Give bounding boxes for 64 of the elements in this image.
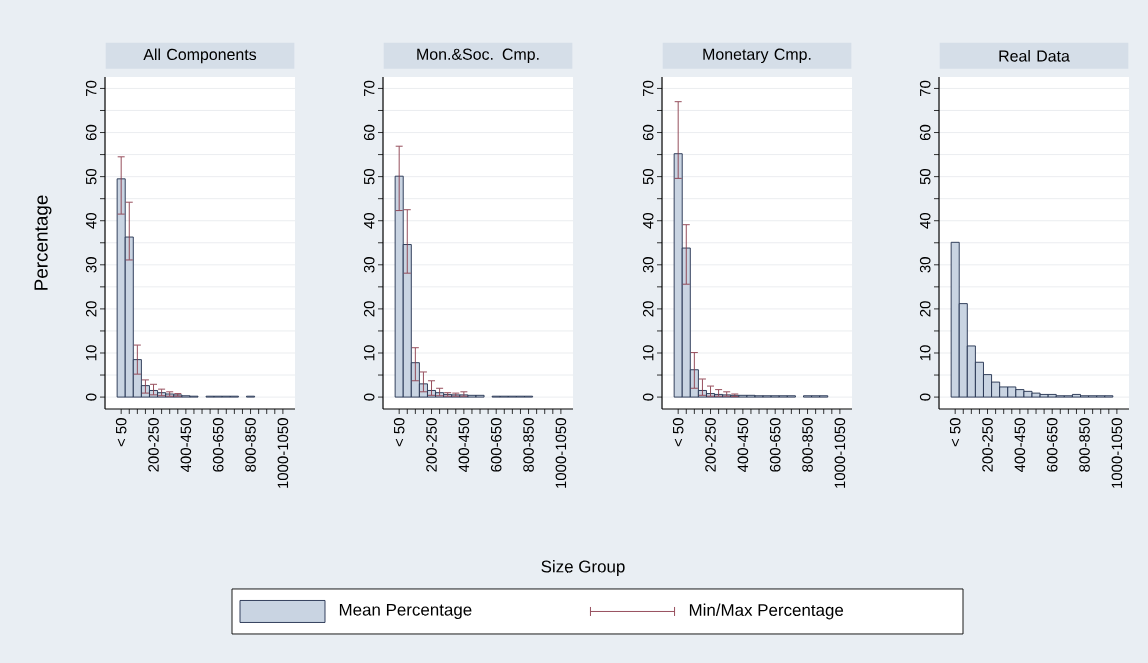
x-tick-label: 600-650 [769, 418, 781, 472]
y-tick-label: 10 [919, 345, 931, 361]
y-tick-label: 60 [919, 124, 931, 141]
x-tick-label: 800-850 [523, 418, 534, 472]
x-tick-label: 600-650 [1046, 418, 1058, 472]
y-tick-label: 60 [85, 124, 97, 141]
x-tick-label: 600-650 [490, 418, 502, 472]
x-tick-label: 400-450 [737, 418, 749, 472]
x-tick-label: < 50 [672, 418, 684, 447]
x-tick-label: < 50 [949, 418, 961, 447]
x-tick-label: 1000-1050 [555, 418, 567, 488]
y-tick-label: 10 [642, 345, 654, 361]
x-tick-label: 200-250 [705, 418, 716, 472]
y-tick-label: 40 [85, 213, 97, 229]
y-tick-label: 70 [919, 80, 931, 96]
y-tick-label: 40 [642, 213, 654, 229]
y-tick-label: 0 [85, 393, 97, 401]
y-tick-label: 20 [919, 301, 931, 317]
x-tick-label: 800-850 [245, 418, 256, 472]
x-axis-title: Size Group [541, 560, 625, 576]
y-tick-label: 70 [363, 80, 375, 96]
y-tick-label: 50 [642, 168, 654, 185]
x-tick-label: 400-450 [1014, 418, 1026, 472]
y-tick-label: 30 [642, 257, 654, 273]
x-tick-label: 800-850 [802, 418, 813, 472]
y-tick-label: 20 [642, 301, 654, 317]
y-tick-label: 40 [919, 213, 931, 229]
y-tick-label: 0 [642, 393, 654, 401]
y-tick-label: 0 [919, 393, 931, 401]
x-tick-label: 1000-1050 [834, 418, 846, 488]
y-tick-label: 30 [363, 257, 375, 273]
chart-title: Monetary Cmp. [703, 48, 811, 64]
y-tick-label: 30 [85, 257, 97, 273]
text: Mean Percentage [339, 603, 472, 620]
y-tick-label: 0 [363, 393, 375, 401]
x-tick-label: < 50 [115, 418, 127, 447]
x-tick-label: 600-650 [212, 418, 224, 472]
chart-title: All Components [143, 48, 257, 64]
x-tick-label: 200-250 [426, 418, 437, 472]
y-tick-label: 50 [363, 168, 375, 185]
x-tick-label: 1000-1050 [277, 418, 289, 488]
x-tick-label: 200-250 [148, 418, 159, 472]
y-tick-label: 50 [85, 168, 97, 185]
x-tick-label: 800-850 [1079, 418, 1090, 472]
y-tick-label: 70 [642, 80, 654, 96]
y-tick-label: 20 [363, 301, 375, 317]
y-tick-label: 50 [919, 168, 931, 185]
y-tick-label: 20 [85, 301, 97, 317]
y-tick-label: 60 [363, 124, 375, 141]
x-tick-label: 1000-1050 [1111, 418, 1123, 488]
text: Min/Max Percentage [689, 603, 844, 620]
y-tick-label: 60 [642, 124, 654, 141]
x-tick-label: 400-450 [180, 418, 192, 472]
x-tick-label: 400-450 [458, 418, 470, 472]
x-tick-label: < 50 [393, 418, 405, 447]
x-tick-label: 200-250 [982, 418, 993, 472]
y-tick-label: 30 [919, 257, 931, 273]
y-tick-label: 10 [85, 345, 97, 361]
chart-title: Mon.&Soc. Cmp. [417, 48, 539, 64]
chart-title: Real Data [999, 49, 1070, 62]
y-tick-label: 40 [363, 213, 375, 229]
y-tick-label: 10 [363, 345, 375, 361]
y-tick-label: 70 [85, 80, 97, 96]
y-axis-title: Percentage [34, 195, 52, 290]
